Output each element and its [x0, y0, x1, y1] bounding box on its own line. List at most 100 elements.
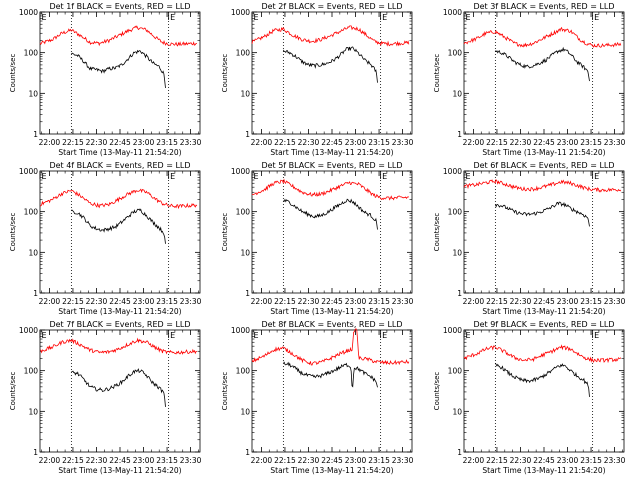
chart-panel-7: Det 7f BLACK = Events, RED = LLD 1 10 100 10…: [9, 320, 202, 475]
x-tick-label: 23:30: [180, 456, 202, 465]
event-marker-label: E: [42, 13, 47, 22]
x-tick-label: 23:30: [180, 297, 202, 306]
x-tick-label: 23:00: [133, 297, 155, 306]
y-tick-label: 1000: [231, 326, 250, 335]
series-lld-line: [251, 178, 410, 201]
series-events-line: [495, 201, 590, 227]
x-tick-label: 22:30: [86, 297, 108, 306]
event-marker-label: E: [254, 13, 259, 22]
x-tick-label: 23:15: [580, 297, 602, 306]
x-tick-label: 22:00: [463, 456, 485, 465]
y-tick-label: 1000: [19, 326, 38, 335]
y-tick-label: 1: [457, 448, 462, 457]
series-lld-line: [463, 344, 622, 364]
series-lld-line: [39, 25, 197, 47]
series-events-line: [283, 198, 378, 230]
y-tick-label: 1000: [443, 8, 462, 17]
chart-title: Det 5f BLACK = Events, RED = LLD: [261, 161, 402, 170]
chart-panel-6: Det 6f BLACK = Events, RED = LLD 1 10 100 10…: [433, 161, 626, 316]
y-tick-label: 10: [452, 89, 462, 98]
series-lld-line: [251, 25, 410, 47]
x-tick-label: 23:30: [604, 456, 626, 465]
x-tick-label: 22:30: [298, 138, 320, 147]
chart-panel-8: Det 8f BLACK = Events, RED = LLD 1 10 100 10…: [221, 320, 414, 475]
chart-title: Det 7f BLACK = Events, RED = LLD: [49, 320, 190, 329]
x-tick-label: 22:15: [62, 297, 84, 306]
y-axis-label: Counts/sec: [433, 213, 441, 252]
x-tick-label: 22:15: [486, 456, 508, 465]
series-events-line: [495, 362, 590, 397]
y-tick-label: 100: [448, 208, 463, 217]
x-tick-label: 22:30: [86, 138, 108, 147]
x-axis-label: Start Time (13-May-11 21:54:20): [482, 466, 605, 475]
y-tick-label: 10: [28, 89, 38, 98]
event-marker-label: E: [594, 13, 599, 22]
x-tick-label: 22:15: [62, 456, 84, 465]
x-tick-label: 22:30: [86, 456, 108, 465]
x-tick-label: 22:15: [486, 297, 508, 306]
series-events-line: [71, 49, 166, 89]
x-tick-label: 23:00: [345, 456, 367, 465]
event-marker-label: E: [594, 172, 599, 181]
y-tick-label: 1000: [443, 326, 462, 335]
x-tick-label: 22:15: [274, 297, 296, 306]
chart-title: Det 4f BLACK = Events, RED = LLD: [49, 161, 190, 170]
x-axis-label: Start Time (13-May-11 21:54:20): [58, 148, 181, 157]
y-tick-label: 1: [245, 448, 250, 457]
x-tick-label: 23:00: [345, 297, 367, 306]
chart-title: Det 2f BLACK = Events, RED = LLD: [261, 2, 402, 11]
chart-panel-9: Det 9f BLACK = Events, RED = LLD 1 10 100 10…: [433, 320, 626, 475]
x-tick-label: 22:30: [298, 297, 320, 306]
x-tick-label: 22:00: [463, 297, 485, 306]
x-tick-label: 22:15: [274, 456, 296, 465]
x-tick-label: 22:30: [298, 456, 320, 465]
y-tick-label: 1: [33, 448, 38, 457]
y-tick-label: 100: [236, 367, 251, 376]
y-tick-label: 1000: [231, 167, 250, 176]
y-tick-label: 1: [33, 289, 38, 298]
event-marker-label: E: [382, 331, 387, 340]
x-axis-label: Start Time (13-May-11 21:54:20): [58, 466, 181, 475]
y-axis-label: Counts/sec: [9, 213, 17, 252]
x-tick-label: 22:00: [39, 297, 61, 306]
event-marker-label: E: [42, 331, 47, 340]
x-tick-label: 22:00: [463, 138, 485, 147]
y-tick-label: 100: [24, 208, 39, 217]
x-tick-label: 22:45: [533, 297, 555, 306]
event-marker-label: E: [466, 172, 471, 181]
x-tick-label: 22:45: [533, 138, 555, 147]
y-tick-label: 1000: [231, 8, 250, 17]
x-tick-label: 23:00: [345, 138, 367, 147]
y-axis-label: Counts/sec: [9, 54, 17, 93]
event-marker-label: E: [594, 331, 599, 340]
plot-frame: [251, 11, 413, 135]
y-tick-label: 100: [24, 49, 39, 58]
series-lld-line: [463, 179, 622, 193]
event-marker-label: E: [170, 13, 175, 22]
y-tick-label: 10: [28, 407, 38, 416]
x-tick-label: 23:30: [180, 138, 202, 147]
x-tick-label: 23:00: [557, 456, 579, 465]
event-marker-label: E: [254, 172, 259, 181]
chart-title: Det 9f BLACK = Events, RED = LLD: [473, 320, 614, 329]
x-tick-label: 22:00: [39, 138, 61, 147]
chart-panel-2: Det 2f BLACK = Events, RED = LLD 1 10 100 10…: [221, 2, 414, 157]
x-tick-label: 22:45: [321, 456, 343, 465]
event-marker-label: E: [170, 172, 175, 181]
event-marker-label: E: [382, 13, 387, 22]
y-axis-label: Counts/sec: [221, 213, 229, 252]
chart-title: Det 6f BLACK = Events, RED = LLD: [473, 161, 614, 170]
series-events-line: [495, 46, 590, 82]
y-tick-label: 1: [33, 130, 38, 139]
series-lld-line: [251, 328, 410, 366]
x-tick-label: 23:15: [368, 456, 390, 465]
chart-panel-5: Det 5f BLACK = Events, RED = LLD 1 10 100 10…: [221, 161, 414, 316]
x-axis-label: Start Time (13-May-11 21:54:20): [482, 148, 605, 157]
x-tick-label: 23:15: [156, 456, 178, 465]
y-tick-label: 100: [448, 49, 463, 58]
chart-title: Det 3f BLACK = Events, RED = LLD: [473, 2, 614, 11]
event-marker-label: E: [170, 331, 175, 340]
y-axis-label: Counts/sec: [221, 372, 229, 411]
x-tick-label: 23:30: [392, 297, 414, 306]
y-tick-label: 10: [28, 248, 38, 257]
